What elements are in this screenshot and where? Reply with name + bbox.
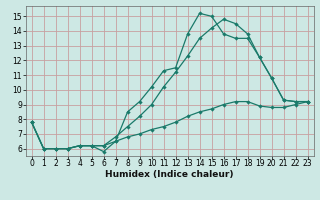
X-axis label: Humidex (Indice chaleur): Humidex (Indice chaleur) [105, 170, 234, 179]
